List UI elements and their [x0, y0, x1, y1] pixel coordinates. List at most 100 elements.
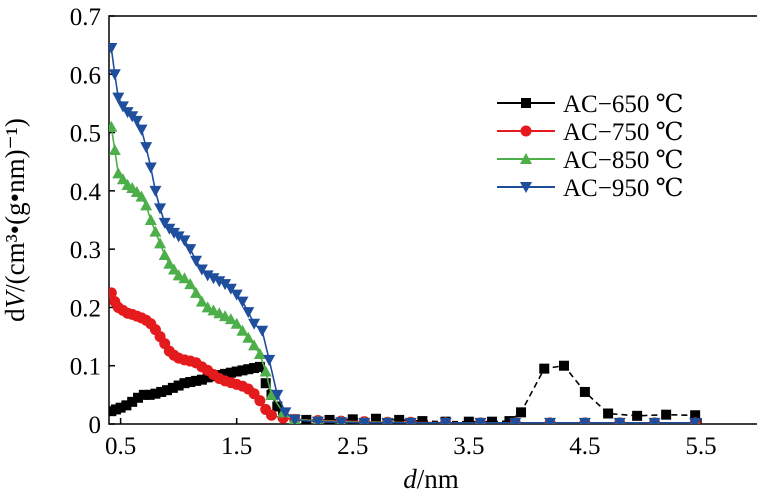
data-point	[254, 361, 265, 372]
data-point	[184, 278, 197, 290]
data-point	[248, 318, 261, 330]
data-point	[266, 409, 277, 421]
data-point	[260, 378, 271, 389]
data-point	[381, 417, 394, 424]
data-point	[173, 380, 184, 391]
x-tick-label: 4.5	[569, 433, 600, 460]
legend-label: AC−650 ℃	[563, 91, 684, 118]
series-line	[110, 292, 696, 424]
data-point	[254, 395, 266, 407]
data-point	[509, 417, 522, 424]
plot-frame	[108, 15, 757, 425]
data-point	[263, 354, 276, 366]
data-point	[109, 120, 118, 132]
y-tick-label: 0.3	[70, 237, 101, 264]
legend-label: AC−750 ℃	[563, 119, 684, 146]
data-point	[224, 313, 237, 325]
legend-label: AC−950 ℃	[563, 175, 684, 202]
data-point	[474, 417, 487, 424]
data-point	[237, 365, 248, 376]
data-point	[116, 173, 129, 185]
data-point	[253, 348, 266, 360]
data-point	[156, 386, 167, 397]
y-tick-label: 0	[89, 412, 102, 439]
data-point	[661, 409, 672, 420]
data-point	[463, 416, 474, 424]
x-tick-label: 0.5	[105, 433, 136, 460]
data-point	[179, 378, 190, 389]
data-point	[178, 235, 191, 247]
x-tick-label: 2.5	[337, 433, 368, 460]
data-point	[144, 389, 155, 400]
series-4	[109, 43, 702, 424]
data-point	[149, 225, 162, 237]
data-point	[207, 273, 220, 285]
x-axis-ticks: 0.5 1.5 2.5 3.5 4.5 5.5	[105, 418, 717, 460]
data-point	[167, 382, 178, 393]
data-point	[196, 374, 207, 385]
data-point	[112, 92, 125, 104]
data-point	[213, 276, 226, 288]
data-point	[162, 385, 173, 396]
data-point	[256, 325, 269, 337]
legend-swatch-marker	[520, 153, 532, 164]
data-point	[579, 386, 590, 397]
data-point	[335, 417, 348, 424]
data-point	[115, 402, 126, 413]
data-point	[358, 417, 371, 424]
data-point	[121, 400, 132, 411]
data-point	[324, 414, 335, 424]
legend-label: AC−850 ℃	[563, 147, 684, 174]
data-point	[219, 279, 232, 291]
data-point	[613, 417, 626, 424]
data-point	[243, 364, 254, 375]
data-point	[224, 283, 237, 295]
data-point	[242, 331, 255, 343]
data-point	[154, 203, 167, 215]
data-point	[279, 407, 292, 419]
y-tick-label: 0.1	[70, 354, 101, 381]
data-point	[242, 307, 255, 319]
data-point	[603, 408, 614, 419]
legend-swatch-marker	[520, 182, 532, 193]
data-point	[127, 396, 138, 407]
data-point	[195, 295, 208, 307]
data-point	[231, 366, 242, 377]
data-point	[135, 124, 148, 136]
data-point	[690, 410, 701, 421]
y-tick-label: 0.2	[70, 295, 101, 322]
legend-item: AC−850 ℃	[497, 147, 684, 174]
data-point	[271, 389, 284, 401]
data-point	[144, 162, 157, 174]
legend-swatch-marker	[520, 125, 532, 137]
data-point	[109, 144, 121, 156]
data-point	[140, 199, 153, 211]
data-point	[112, 167, 125, 179]
data-point	[133, 392, 144, 403]
data-point	[347, 414, 358, 424]
y-tick-label: 0.7	[70, 4, 101, 31]
data-point	[439, 417, 452, 424]
data-point	[259, 365, 272, 377]
data-point	[288, 414, 301, 424]
data-point	[150, 388, 161, 399]
data-point	[138, 389, 149, 400]
data-point	[370, 413, 381, 424]
series-1	[109, 360, 701, 424]
data-point	[578, 417, 591, 424]
data-point	[394, 414, 405, 424]
data-point	[265, 388, 278, 400]
y-axis-ticks: 0 0.1 0.2 0.3 0.4 0.5 0.6 0.7	[70, 4, 115, 439]
data-point	[516, 407, 527, 418]
data-point	[272, 401, 283, 412]
data-point	[311, 416, 324, 424]
data-point	[544, 417, 557, 424]
data-point	[236, 296, 249, 308]
data-point	[404, 417, 417, 424]
data-point	[559, 360, 569, 371]
data-point	[487, 416, 498, 424]
series-2	[109, 287, 701, 424]
data-point	[190, 286, 203, 298]
x-tick-label: 3.5	[453, 433, 484, 460]
data-point	[144, 214, 157, 225]
